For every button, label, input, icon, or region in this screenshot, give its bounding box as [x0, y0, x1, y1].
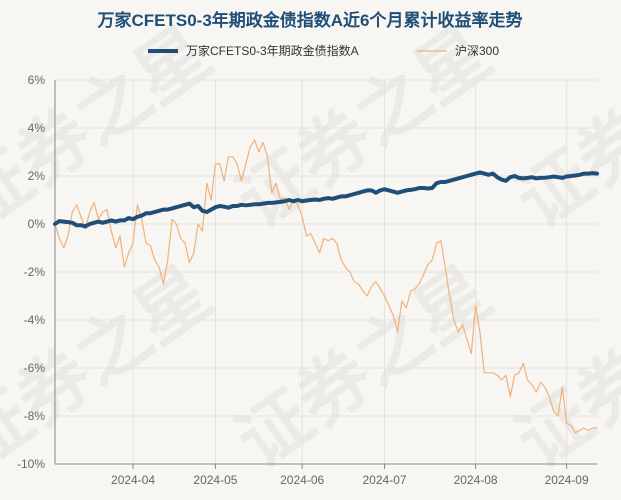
watermark-group: 证券之星证券之星证券之星证券之星证券之星证券之星 — [0, 12, 621, 483]
x-tick-label: 2024-06 — [280, 473, 324, 487]
x-axis: 2024-04 2024-05 2024-06 2024-07 2024-08 2024-… — [54, 80, 597, 487]
y-tick-label: -4% — [24, 313, 46, 327]
y-tick-label: 0% — [28, 217, 46, 231]
y-tick-label: 2% — [28, 169, 46, 183]
plot-lines — [53, 139, 599, 434]
y-tick-label: -10% — [17, 457, 45, 471]
y-tick-label: -2% — [24, 265, 46, 279]
chart-title: 万家CFETS0-3年期政金债指数A近6个月累计收益率走势 — [96, 10, 522, 30]
y-tick-label: 6% — [28, 73, 46, 87]
y-tick-label: -8% — [24, 409, 46, 423]
series-line-2 — [54, 139, 598, 434]
grid-lines — [55, 79, 597, 465]
x-tick-label: 2024-07 — [363, 473, 407, 487]
legend-label-series-2: 沪深300 — [455, 44, 499, 58]
x-tick-label: 2024-05 — [193, 473, 237, 487]
x-tick-label: 2024-08 — [454, 473, 498, 487]
x-tick-label: 2024-04 — [111, 473, 155, 487]
legend-label-series-1: 万家CFETS0-3年期政金债指数A — [186, 43, 359, 58]
series-line-1 — [53, 170, 599, 229]
x-tick-label: 2024-09 — [545, 473, 589, 487]
y-axis-labels: 6% 4% 2% 0% -2% -4% -6% -8% -10% — [17, 73, 45, 471]
y-tick-label: 4% — [28, 121, 46, 135]
legend: 万家CFETS0-3年期政金债指数A 沪深300 — [148, 43, 499, 58]
y-tick-label: -6% — [24, 361, 46, 375]
